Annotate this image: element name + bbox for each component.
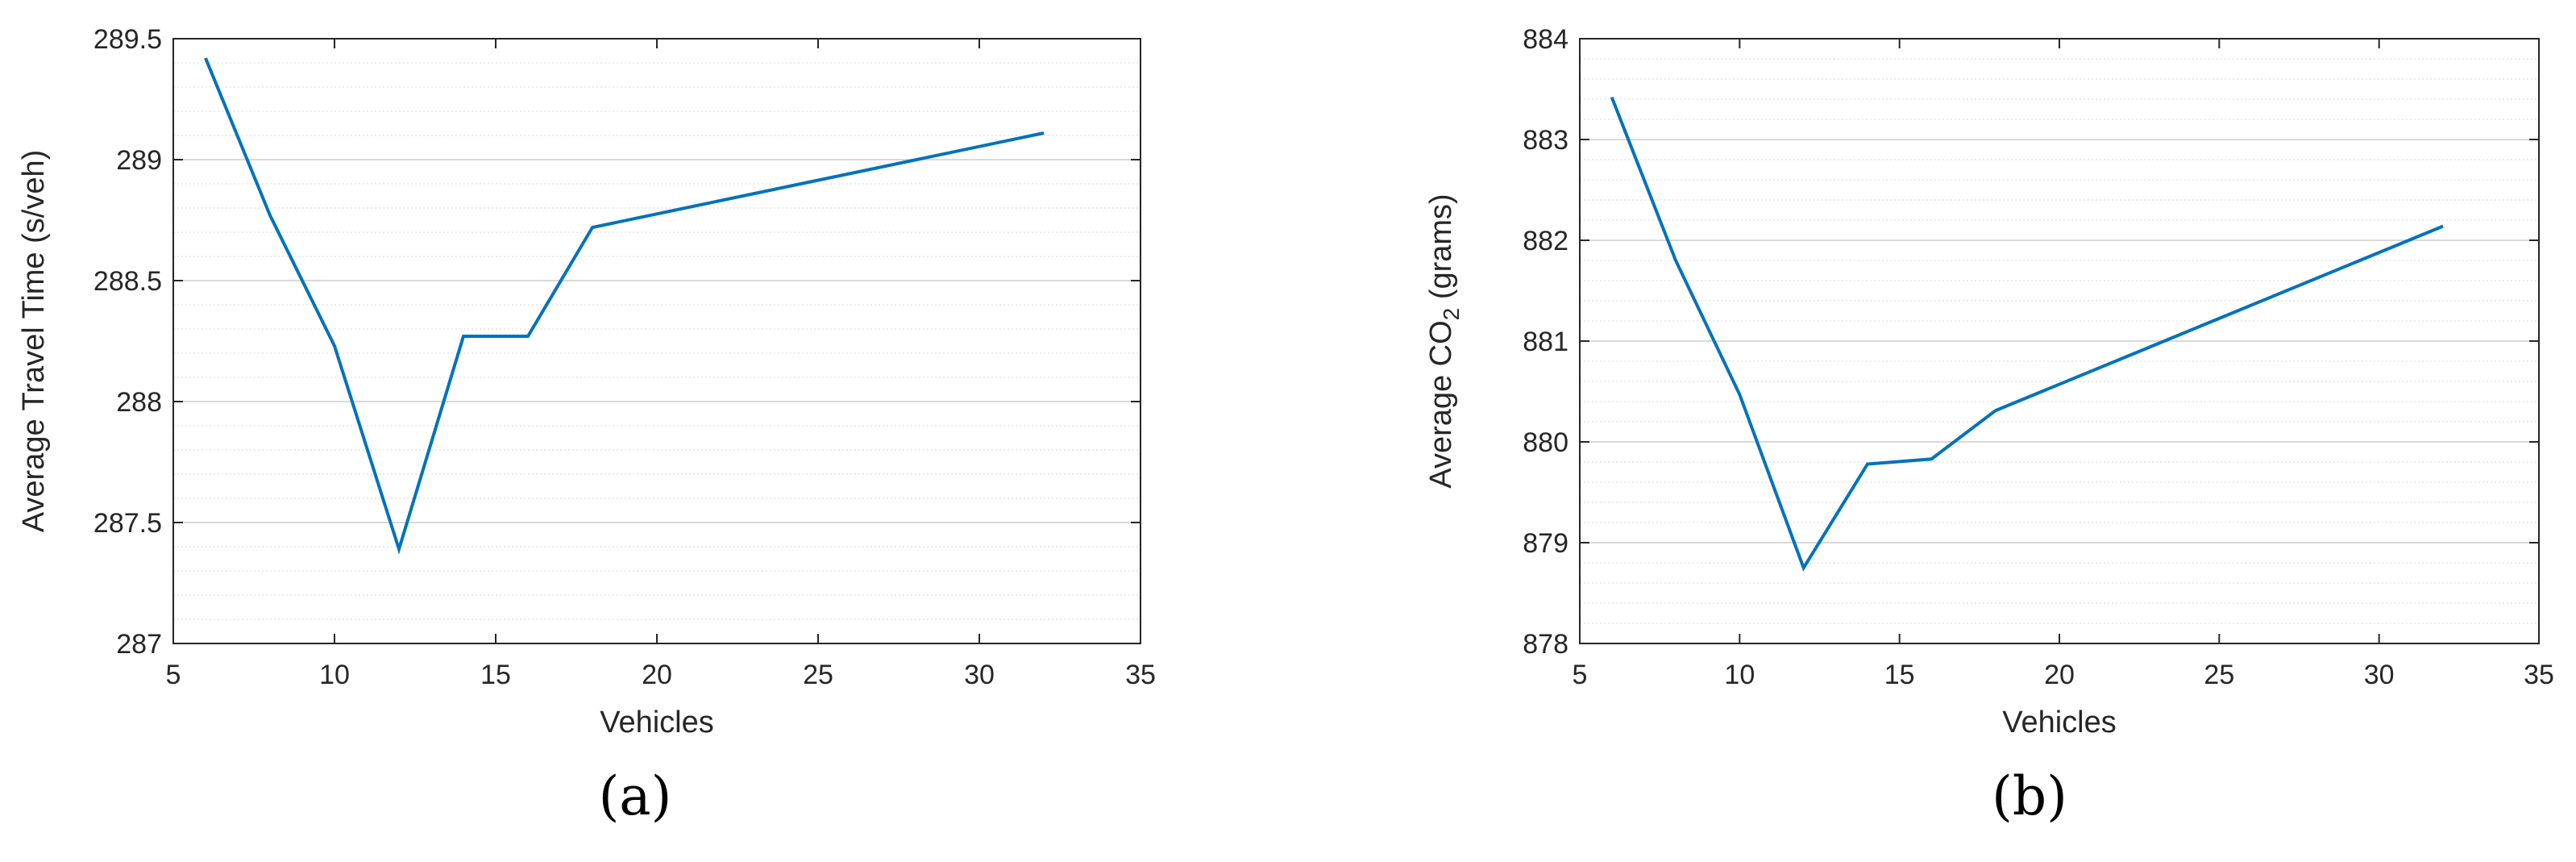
x-tick-label: 5	[166, 660, 181, 690]
x-tick-label: 10	[1724, 660, 1755, 690]
y-axis-label-text: Average CO	[1424, 320, 1458, 488]
x-tick-label: 20	[642, 660, 672, 690]
panel-label: (a)	[599, 765, 672, 827]
y-tick-label: 288	[116, 387, 162, 418]
y-tick-label: 884	[1523, 24, 1568, 55]
y-tick-label: 289	[116, 145, 162, 176]
x-tick-label: 25	[2204, 660, 2234, 690]
y-tick-label: 288.5	[93, 266, 162, 297]
y-tick-label: 883	[1523, 125, 1568, 156]
series-line	[1610, 96, 2444, 572]
y-axis-label-text: Average Travel Time (s/veh)	[17, 150, 51, 532]
y-tick-label: 881	[1523, 327, 1568, 357]
axes-box	[172, 38, 1141, 644]
y-tick-label: 287	[116, 629, 162, 660]
x-tick-label: 15	[1884, 660, 1915, 690]
y-tick-label: 880	[1523, 427, 1568, 458]
x-tick-label: 20	[2044, 660, 2075, 690]
x-tick-label: 15	[480, 660, 511, 690]
chart-panel: 5 10 15 20 25 30 35 878 879 880 881 882 883 884 Vehicl…	[1424, 24, 2554, 827]
x-tick-label: 35	[1125, 660, 1156, 690]
y-tick-label: 287.5	[93, 508, 162, 539]
y-tick-label: 882	[1523, 226, 1568, 256]
x-tick-label: 30	[2364, 660, 2395, 690]
x-tick-label: 30	[964, 660, 995, 690]
y-axis-label-subscript: 2	[1439, 308, 1464, 321]
panel-label: (b)	[1992, 765, 2067, 827]
x-axis-label: Vehicles	[600, 706, 714, 739]
chart-panel: 5 10 15 20 25 30 35 287 287.5 288 288.5 289 289.5 Veh…	[17, 24, 1156, 827]
x-axis-label: Vehicles	[2002, 706, 2117, 739]
y-axis-label: Average CO2 (grams)	[1424, 194, 1464, 488]
x-tick-label: 25	[803, 660, 833, 690]
y-tick-label: 879	[1523, 528, 1568, 559]
y-axis-label: Average Travel Time (s/veh)	[17, 150, 51, 532]
y-tick-label: 878	[1523, 629, 1568, 660]
y-axis-label-suffix: (grams)	[1424, 194, 1458, 307]
x-tick-label: 35	[2524, 660, 2554, 690]
series-line	[204, 57, 1045, 555]
x-tick-label: 5	[1573, 660, 1588, 690]
y-tick-label: 289.5	[93, 24, 162, 55]
x-tick-label: 10	[319, 660, 350, 690]
